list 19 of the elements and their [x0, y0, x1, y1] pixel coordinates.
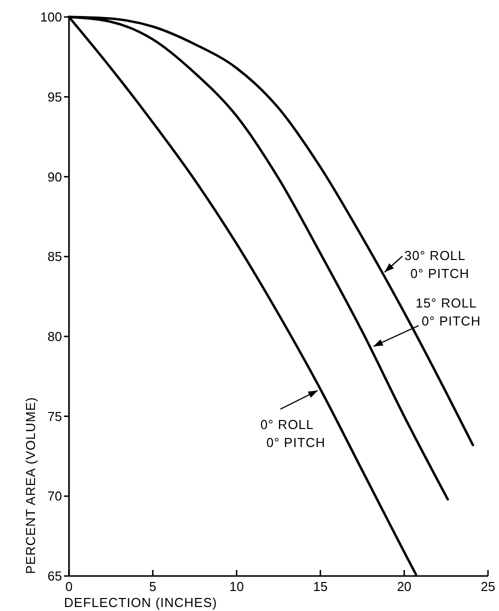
x-tick-label: 20	[396, 579, 412, 594]
x-axis-title: DEFLECTION (INCHES)	[64, 595, 218, 610]
x-tick-label: 10	[229, 579, 244, 594]
y-tick-label: 85	[48, 249, 62, 264]
annotation: 15° ROLL 0° PITCH	[416, 296, 481, 329]
x-tick-label: 25	[480, 579, 496, 594]
y-tick-label: 70	[48, 488, 62, 504]
x-tick-label: 15	[313, 579, 328, 594]
y-tick-label: 80	[48, 328, 62, 344]
x-tick-label: 5	[149, 579, 156, 594]
y-tick-label: 75	[48, 408, 62, 424]
annotation: 30° ROLL 0° PITCH	[404, 248, 470, 282]
y-tick-label: 95	[48, 89, 62, 104]
y-tick-label: 90	[48, 169, 62, 184]
y-tick-label: 65	[48, 568, 62, 584]
y-axis-title: PERCENT AREA (VOLUME)	[23, 396, 38, 574]
y-tick-label: 100	[40, 10, 62, 25]
x-tick-label: 0	[65, 579, 73, 594]
annotation: 0° ROLL 0° PITCH	[260, 417, 326, 450]
